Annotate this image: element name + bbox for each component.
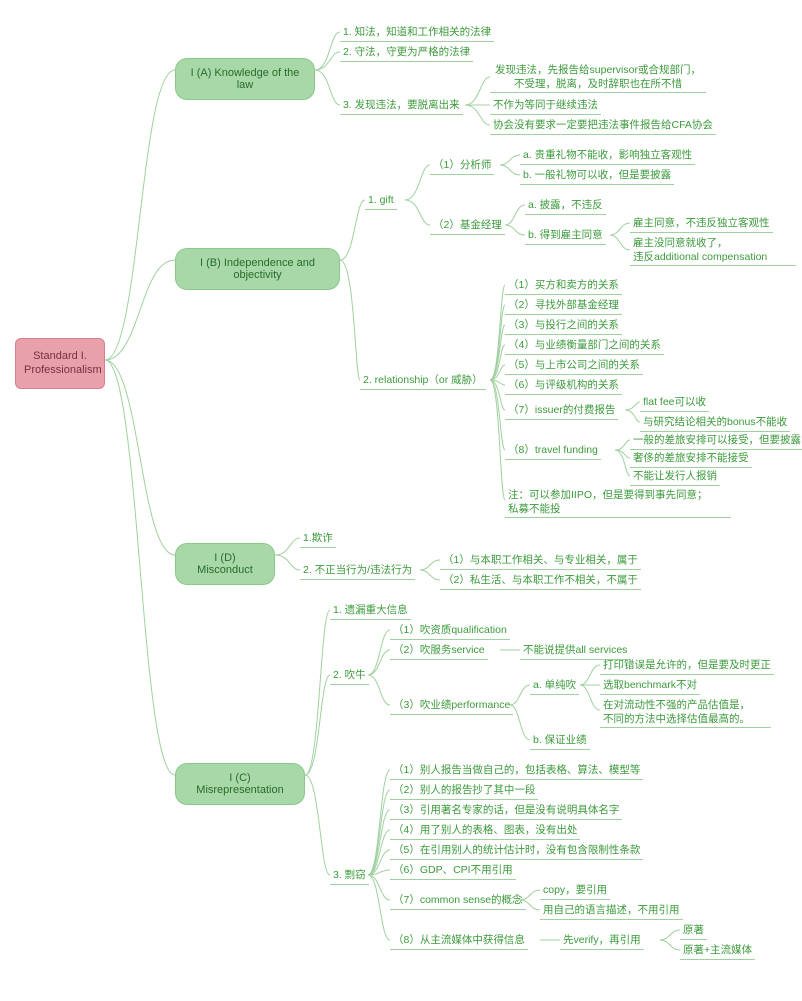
- leaf-c2-3a3: 在对流动性不强的产品估值是，不同的方法中选择估值最高的。: [600, 698, 771, 728]
- leaf-d1: 1.欺诈: [300, 531, 336, 548]
- leaf-b2-8a: 一般的差旅安排可以接受，但要披露: [630, 433, 802, 450]
- leaf-c3-4: （4）用了别人的表格、图表，没有出处: [390, 823, 580, 840]
- leaf-b2-note: 注：可以参加IIPO，但是要得到事先同意；私募不能投: [505, 488, 731, 518]
- leaf-b1-2b1: 雇主同意，不违反独立客观性: [630, 216, 773, 233]
- leaf-a1: 1. 知法，知道和工作相关的法律: [340, 25, 494, 42]
- leaf-c2-3a2: 选取benchmark不对: [600, 678, 700, 695]
- leaf-c3-8a: 先verify，再引用: [560, 933, 644, 950]
- leaf-c3: 3. 剽窃: [330, 868, 369, 885]
- leaf-b1-2b2: 雇主没同意就收了，违反additional compensation: [630, 236, 796, 266]
- leaf-c2-2: （2）吹服务service: [390, 643, 488, 660]
- leaf-b1-2b: b. 得到雇主同意: [525, 228, 606, 245]
- leaf-b1-1: （1）分析师: [430, 158, 494, 175]
- leaf-c2-3b: b. 保证业绩: [530, 733, 590, 750]
- branch-b[interactable]: I (B) Independence and objectivity: [175, 248, 340, 290]
- leaf-b2-7a: flat fee可以收: [640, 395, 709, 412]
- leaf-c2-3a: a. 单纯吹: [530, 678, 579, 695]
- leaf-b1-1b: b. 一般礼物可以收，但是要披露: [520, 168, 674, 185]
- leaf-b1-2: （2）基金经理: [430, 218, 505, 235]
- leaf-a3-2: 不作为等同于继续违法: [490, 98, 601, 115]
- leaf-c3-8: （8）从主流媒体中获得信息: [390, 933, 528, 950]
- branch-d[interactable]: I (D) Misconduct: [175, 543, 275, 585]
- leaf-b2-8: （8）travel funding: [505, 443, 601, 460]
- leaf-b2-8c: 不能让发行人报销: [630, 469, 720, 486]
- leaf-b1-2a: a. 披露，不违反: [525, 198, 606, 215]
- leaf-b2-2: （2）寻找外部基金经理: [505, 298, 622, 315]
- leaf-c3-2: （2）别人的报告抄了其中一段: [390, 783, 538, 800]
- mindmap-canvas: Standard I. Professionalism I (A) Knowle…: [10, 10, 792, 991]
- leaf-c3-7b: 用自己的语言描述，不用引用: [540, 903, 683, 920]
- leaf-a3-1: 发现违法，先报告给supervisor或合规部门，不受理，脱离，及时辞职也在所不…: [490, 63, 706, 93]
- leaf-b2-5: （5）与上市公司之间的关系: [505, 358, 643, 375]
- leaf-d2-2: （2）私生活、与本职工作不相关，不属于: [440, 573, 641, 590]
- leaf-d2: 2. 不正当行为/违法行为: [300, 563, 415, 580]
- leaf-b2-6: （6）与评级机构的关系: [505, 378, 622, 395]
- leaf-d2-1: （1）与本职工作相关、与专业相关，属于: [440, 553, 641, 570]
- leaf-b2-7b: 与研究结论相关的bonus不能收: [640, 415, 790, 432]
- leaf-b2-1: （1）买方和卖方的关系: [505, 278, 622, 295]
- leaf-b2: 2. relationship（or 威胁）: [360, 373, 486, 390]
- leaf-a3: 3. 发现违法，要脱离出来: [340, 98, 463, 115]
- leaf-c3-8b: 原著: [680, 923, 707, 940]
- leaf-b2-8b: 奢侈的差旅安排不能接受: [630, 451, 752, 468]
- leaf-c3-1: （1）别人报告当做自己的，包括表格、算法、模型等: [390, 763, 643, 780]
- branch-a[interactable]: I (A) Knowledge of the law: [175, 58, 315, 100]
- leaf-c2-1: （1）吹资质qualification: [390, 623, 510, 640]
- leaf-c2-3a1: 打印错误是允许的，但是要及时更正: [600, 658, 774, 675]
- leaf-b1: 1. gift: [365, 193, 397, 210]
- branch-c[interactable]: I (C) Misrepresentation: [175, 763, 305, 805]
- leaf-c3-8c: 原著+主流媒体: [680, 943, 755, 960]
- leaf-c3-6: （6）GDP、CPI不用引用: [390, 863, 516, 880]
- root-node[interactable]: Standard I. Professionalism: [15, 338, 105, 389]
- leaf-b2-7: （7）issuer的付费报告: [505, 403, 618, 420]
- leaf-c3-7: （7）common sense的概念: [390, 893, 526, 910]
- leaf-b1-1a: a. 贵重礼物不能收，影响独立客观性: [520, 148, 695, 165]
- leaf-c2: 2. 吹牛: [330, 668, 369, 685]
- leaf-c3-3: （3）引用著名专家的话，但是没有说明具体名字: [390, 803, 622, 820]
- leaf-c3-7a: copy，要引用: [540, 883, 610, 900]
- leaf-c3-5: （5）在引用别人的统计估计时，没有包含限制性条款: [390, 843, 643, 860]
- leaf-c1: 1. 遗漏重大信息: [330, 603, 411, 620]
- leaf-c2-3: （3）吹业绩performance: [390, 698, 513, 715]
- leaf-a3-3: 协会没有要求一定要把违法事件报告给CFA协会: [490, 118, 716, 135]
- leaf-b2-4: （4）与业绩衡量部门之间的关系: [505, 338, 664, 355]
- leaf-a2: 2. 守法，守更为严格的法律: [340, 45, 473, 62]
- leaf-b2-3: （3）与投行之间的关系: [505, 318, 622, 335]
